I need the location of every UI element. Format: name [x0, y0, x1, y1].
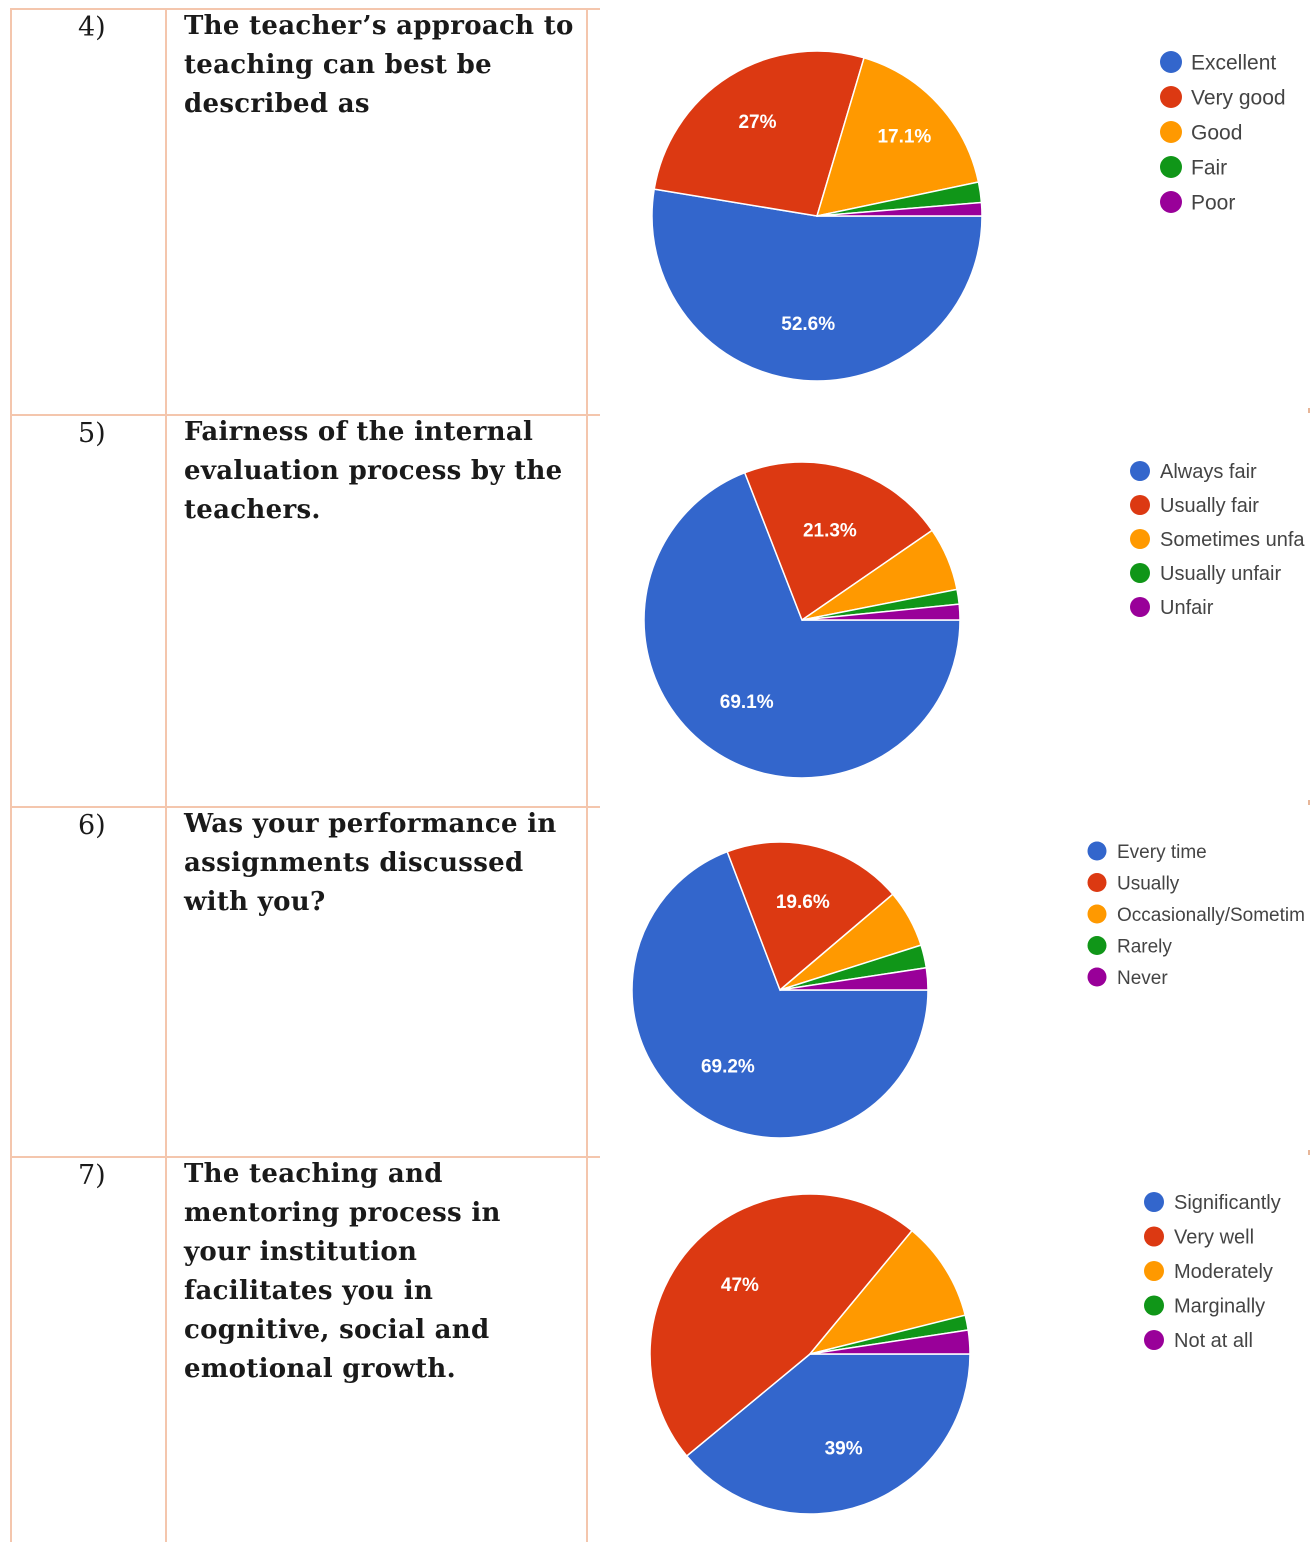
slice-percent-label: 27%: [738, 112, 776, 133]
legend-label: Poor: [1191, 192, 1235, 215]
question-text: The teacher’s approach to teaching can b…: [184, 11, 574, 119]
edge-mark: [1308, 800, 1310, 805]
legend-marker: [1087, 967, 1107, 987]
slice-percent-label: 39%: [825, 1438, 863, 1459]
edge-mark: [1308, 1150, 1310, 1155]
pie-slice-very-good: [653, 50, 865, 217]
row-divider: [10, 806, 600, 808]
legend-label: Never: [1117, 968, 1168, 989]
question-text: Was your performance in assignments disc…: [184, 809, 557, 917]
legend-marker: [1087, 936, 1107, 955]
table-column-divider: [165, 8, 167, 1542]
question-number: 7): [78, 1160, 106, 1191]
legend-label: Fair: [1191, 157, 1227, 180]
legend-label: Significantly: [1174, 1192, 1281, 1214]
legend-label: Usually: [1117, 873, 1180, 894]
legend-marker: [1087, 904, 1107, 924]
pie-slice-unfair: [801, 603, 961, 621]
legend-label: Rarely: [1117, 936, 1172, 957]
pie-chart: 52.6% 27% 17.1% Excellent Very good Good Fair P…: [651, 50, 1286, 382]
legend-marker: [1130, 529, 1150, 549]
row-divider: [10, 1156, 600, 1158]
legend-label: Usually unfair: [1160, 563, 1282, 585]
slice-percent-label: 69.1%: [720, 692, 774, 713]
legend-marker: [1130, 495, 1150, 515]
pie-slice-usually-fair: [743, 461, 934, 622]
pie-slice-good: [815, 56, 980, 217]
legend-label: Always fair: [1160, 461, 1257, 483]
table-right-border: [586, 8, 588, 1542]
pie-slice-not-at-all: [809, 1329, 971, 1355]
legend-marker: [1144, 1330, 1164, 1350]
pie-chart: 39% 47% Significantly Very well Moderately Ma…: [649, 1192, 1281, 1515]
table-row: 5) Fairness of the internal evaluation p…: [0, 408, 1312, 806]
pie-slice-poor: [816, 201, 983, 217]
slice-percent-label: 47%: [721, 1275, 759, 1296]
edge-mark: [1308, 408, 1310, 413]
legend-label: Occasionally/Sometim: [1117, 905, 1305, 926]
legend-marker: [1130, 563, 1150, 583]
pie-slice-excellent: [651, 188, 983, 382]
question-text: Fairness of the internal evaluation proc…: [184, 417, 563, 525]
pie-slice-moderately: [807, 1229, 967, 1356]
legend-label: Every time: [1117, 842, 1207, 863]
question-number: 4): [78, 12, 106, 43]
legend-marker: [1087, 873, 1107, 892]
pie-slice-every-time: [631, 850, 929, 1139]
question-number: 6): [78, 810, 106, 841]
pie-chart: 69.2% 19.6% Every time Usually Occasionally/…: [631, 841, 1305, 1139]
table-row: 6) Was your performance in assignments d…: [0, 800, 1312, 1156]
slice-percent-label: 19.6%: [776, 892, 830, 913]
legend-label: Not at all: [1174, 1330, 1253, 1352]
legend-marker: [1144, 1295, 1164, 1316]
legend-marker: [1160, 86, 1182, 108]
legend-label: Sometimes unfa: [1160, 529, 1305, 551]
legend-marker: [1160, 191, 1182, 213]
legend-label: Moderately: [1174, 1261, 1273, 1283]
table-left-border: [10, 8, 12, 1542]
table-row: 7) The teaching and mentoring process in…: [0, 1150, 1312, 1542]
legend-label: Excellent: [1191, 52, 1276, 75]
legend-marker: [1144, 1261, 1164, 1281]
pie-slice-very-well: [649, 1193, 914, 1458]
pie-slice-significantly: [685, 1353, 971, 1515]
row-divider: [10, 414, 600, 416]
legend-label: Very good: [1191, 87, 1286, 110]
legend-marker: [1144, 1226, 1164, 1247]
legend-label: Good: [1191, 122, 1242, 145]
question-number: 5): [78, 418, 106, 449]
question-text: The teaching and mentoring process in yo…: [184, 1159, 501, 1384]
pie-slice-usually: [726, 841, 894, 992]
legend-marker: [1130, 461, 1150, 481]
legend-label: Unfair: [1160, 597, 1214, 619]
legend-marker: [1144, 1192, 1164, 1212]
legend-marker: [1130, 597, 1150, 617]
legend-label: Very well: [1174, 1227, 1254, 1249]
pie-chart: 69.1% 21.3% Always fair Usually fair Sometim…: [643, 461, 1305, 779]
pie-slice-always-fair: [643, 471, 961, 779]
legend-marker: [1160, 51, 1182, 73]
legend-marker: [1087, 841, 1107, 861]
slice-percent-label: 52.6%: [781, 314, 835, 335]
pie-slice-never: [779, 966, 929, 991]
slice-percent-label: 17.1%: [877, 127, 931, 148]
legend-marker: [1160, 156, 1182, 178]
legend-label: Marginally: [1174, 1296, 1265, 1318]
slice-percent-label: 69.2%: [701, 1057, 755, 1078]
slice-percent-label: 21.3%: [803, 520, 857, 541]
legend-label: Usually fair: [1160, 495, 1259, 517]
table-row: 4) The teacher’s approach to teaching ca…: [0, 8, 1312, 414]
row-divider: [10, 8, 600, 10]
legend-marker: [1160, 121, 1182, 143]
